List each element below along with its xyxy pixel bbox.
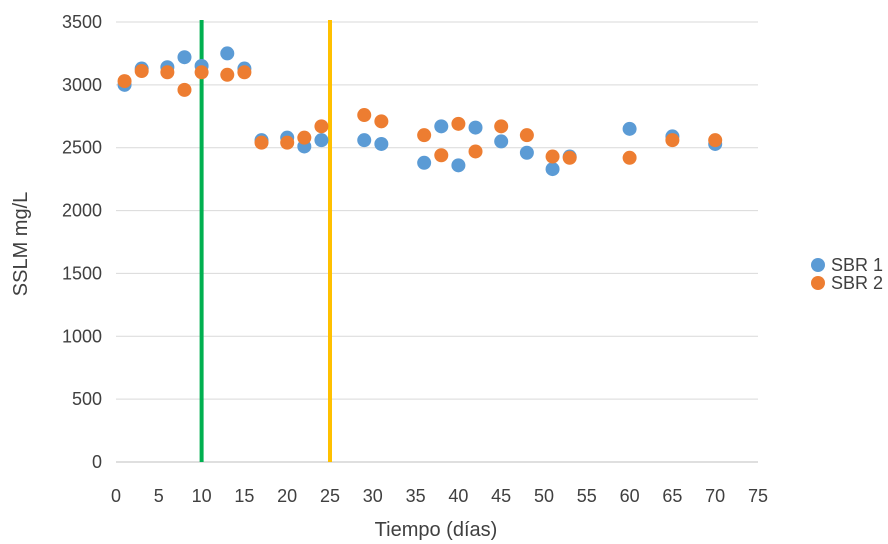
x-tick-label: 40 [448, 486, 468, 506]
data-point [434, 119, 449, 134]
reference-lines [199, 20, 332, 462]
y-tick-label: 3500 [62, 12, 102, 32]
x-axis-title: Tiempo (días) [375, 519, 498, 541]
data-points [117, 46, 723, 177]
x-tick-label: 15 [234, 486, 254, 506]
legend-marker [811, 276, 825, 290]
legend-label: SBR 2 [831, 273, 883, 293]
x-tick-label: 65 [662, 486, 682, 506]
data-point [237, 65, 252, 80]
data-point [314, 119, 329, 134]
x-tick-label: 60 [620, 486, 640, 506]
y-tick-label: 1500 [62, 263, 102, 283]
x-tick-label: 75 [748, 486, 768, 506]
data-point [468, 144, 483, 159]
data-point [494, 119, 509, 134]
y-tick-label: 500 [72, 389, 102, 409]
y-tick-label: 1000 [62, 326, 102, 346]
data-point [117, 74, 132, 89]
y-tick-label: 2000 [62, 201, 102, 221]
data-point [254, 135, 269, 150]
data-point [134, 64, 149, 79]
data-point [220, 67, 235, 82]
x-tick-label: 45 [491, 486, 511, 506]
data-point [220, 46, 235, 61]
data-point [708, 133, 723, 148]
data-point [545, 149, 560, 164]
data-point [417, 128, 432, 143]
y-tick-label: 3000 [62, 75, 102, 95]
y-axis-ticks: 0 500 1000 1500 2000 2500 3000 3500 [62, 12, 102, 472]
y-axis-title: SSLM mg/L [10, 192, 32, 296]
data-point [434, 148, 449, 163]
x-axis-ticks: 0 5 10 15 20 25 30 35 40 45 50 55 60 65 70 75 [111, 486, 768, 506]
data-point [177, 50, 192, 65]
data-point [417, 155, 432, 170]
data-point [160, 65, 175, 80]
data-point [519, 145, 534, 160]
data-point [622, 121, 637, 136]
data-point [494, 134, 509, 149]
x-tick-label: 50 [534, 486, 554, 506]
x-tick-label: 5 [154, 486, 164, 506]
data-point [357, 133, 372, 148]
data-point [622, 150, 637, 165]
x-tick-label: 25 [320, 486, 340, 506]
data-point [280, 135, 295, 150]
data-point [374, 114, 389, 129]
x-tick-label: 0 [111, 486, 121, 506]
x-tick-label: 20 [277, 486, 297, 506]
data-point [314, 133, 329, 148]
legend-marker [811, 258, 825, 272]
data-point [468, 120, 483, 135]
gridlines [116, 21, 758, 463]
data-point [562, 150, 577, 165]
data-point [665, 133, 680, 148]
x-tick-label: 70 [705, 486, 725, 506]
data-point [357, 108, 372, 123]
data-point [451, 158, 466, 173]
data-point [545, 162, 560, 177]
data-point [519, 128, 534, 143]
data-point [451, 116, 466, 131]
y-tick-label: 0 [92, 452, 102, 472]
x-tick-label: 30 [363, 486, 383, 506]
data-point [177, 82, 192, 97]
data-point [374, 136, 389, 151]
x-tick-label: 10 [192, 486, 212, 506]
y-tick-label: 2500 [62, 138, 102, 158]
legend-label: SBR 1 [831, 255, 883, 275]
x-tick-label: 55 [577, 486, 597, 506]
x-tick-label: 35 [406, 486, 426, 506]
data-point [194, 65, 209, 80]
data-point [297, 130, 312, 145]
